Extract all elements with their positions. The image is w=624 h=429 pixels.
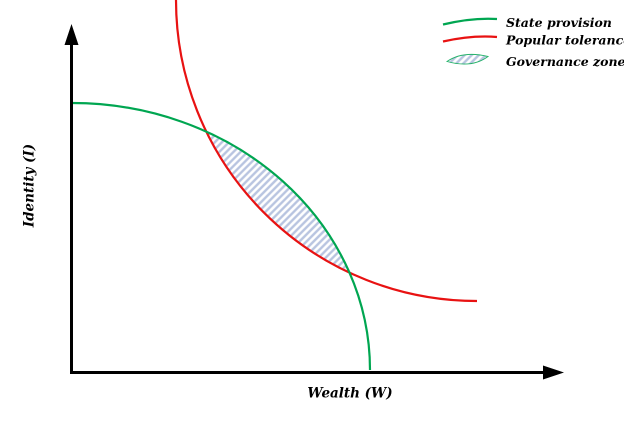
legend-label-state-provision: State provision [506, 15, 612, 30]
state-provision-curve [71, 101, 372, 371]
legend-swatch-popular-tolerance-line [442, 35, 498, 43]
legend-label-popular-tolerance: Popular tolerance [505, 33, 624, 48]
governance-zone-area [205, 130, 351, 274]
popular-tolerance-curve [174, 0, 478, 303]
y-axis-arrow-icon [64, 24, 79, 45]
legend: State provision Popular tolerance Govern… [442, 15, 624, 69]
legend-item-popular-tolerance: Popular tolerance [442, 33, 624, 48]
x-axis-arrow-icon [543, 365, 564, 380]
legend-swatch-governance-zone-lens [445, 53, 490, 65]
legend-swatch-state-provision-line [442, 17, 498, 26]
legend-item-governance-zone: Governance zone [445, 53, 624, 69]
x-axis-label: Wealth (W) [307, 386, 392, 402]
y-axis-label: Identity (I) [22, 144, 38, 228]
legend-item-state-provision: State provision [442, 15, 612, 30]
legend-label-governance-zone: Governance zone [506, 54, 624, 69]
